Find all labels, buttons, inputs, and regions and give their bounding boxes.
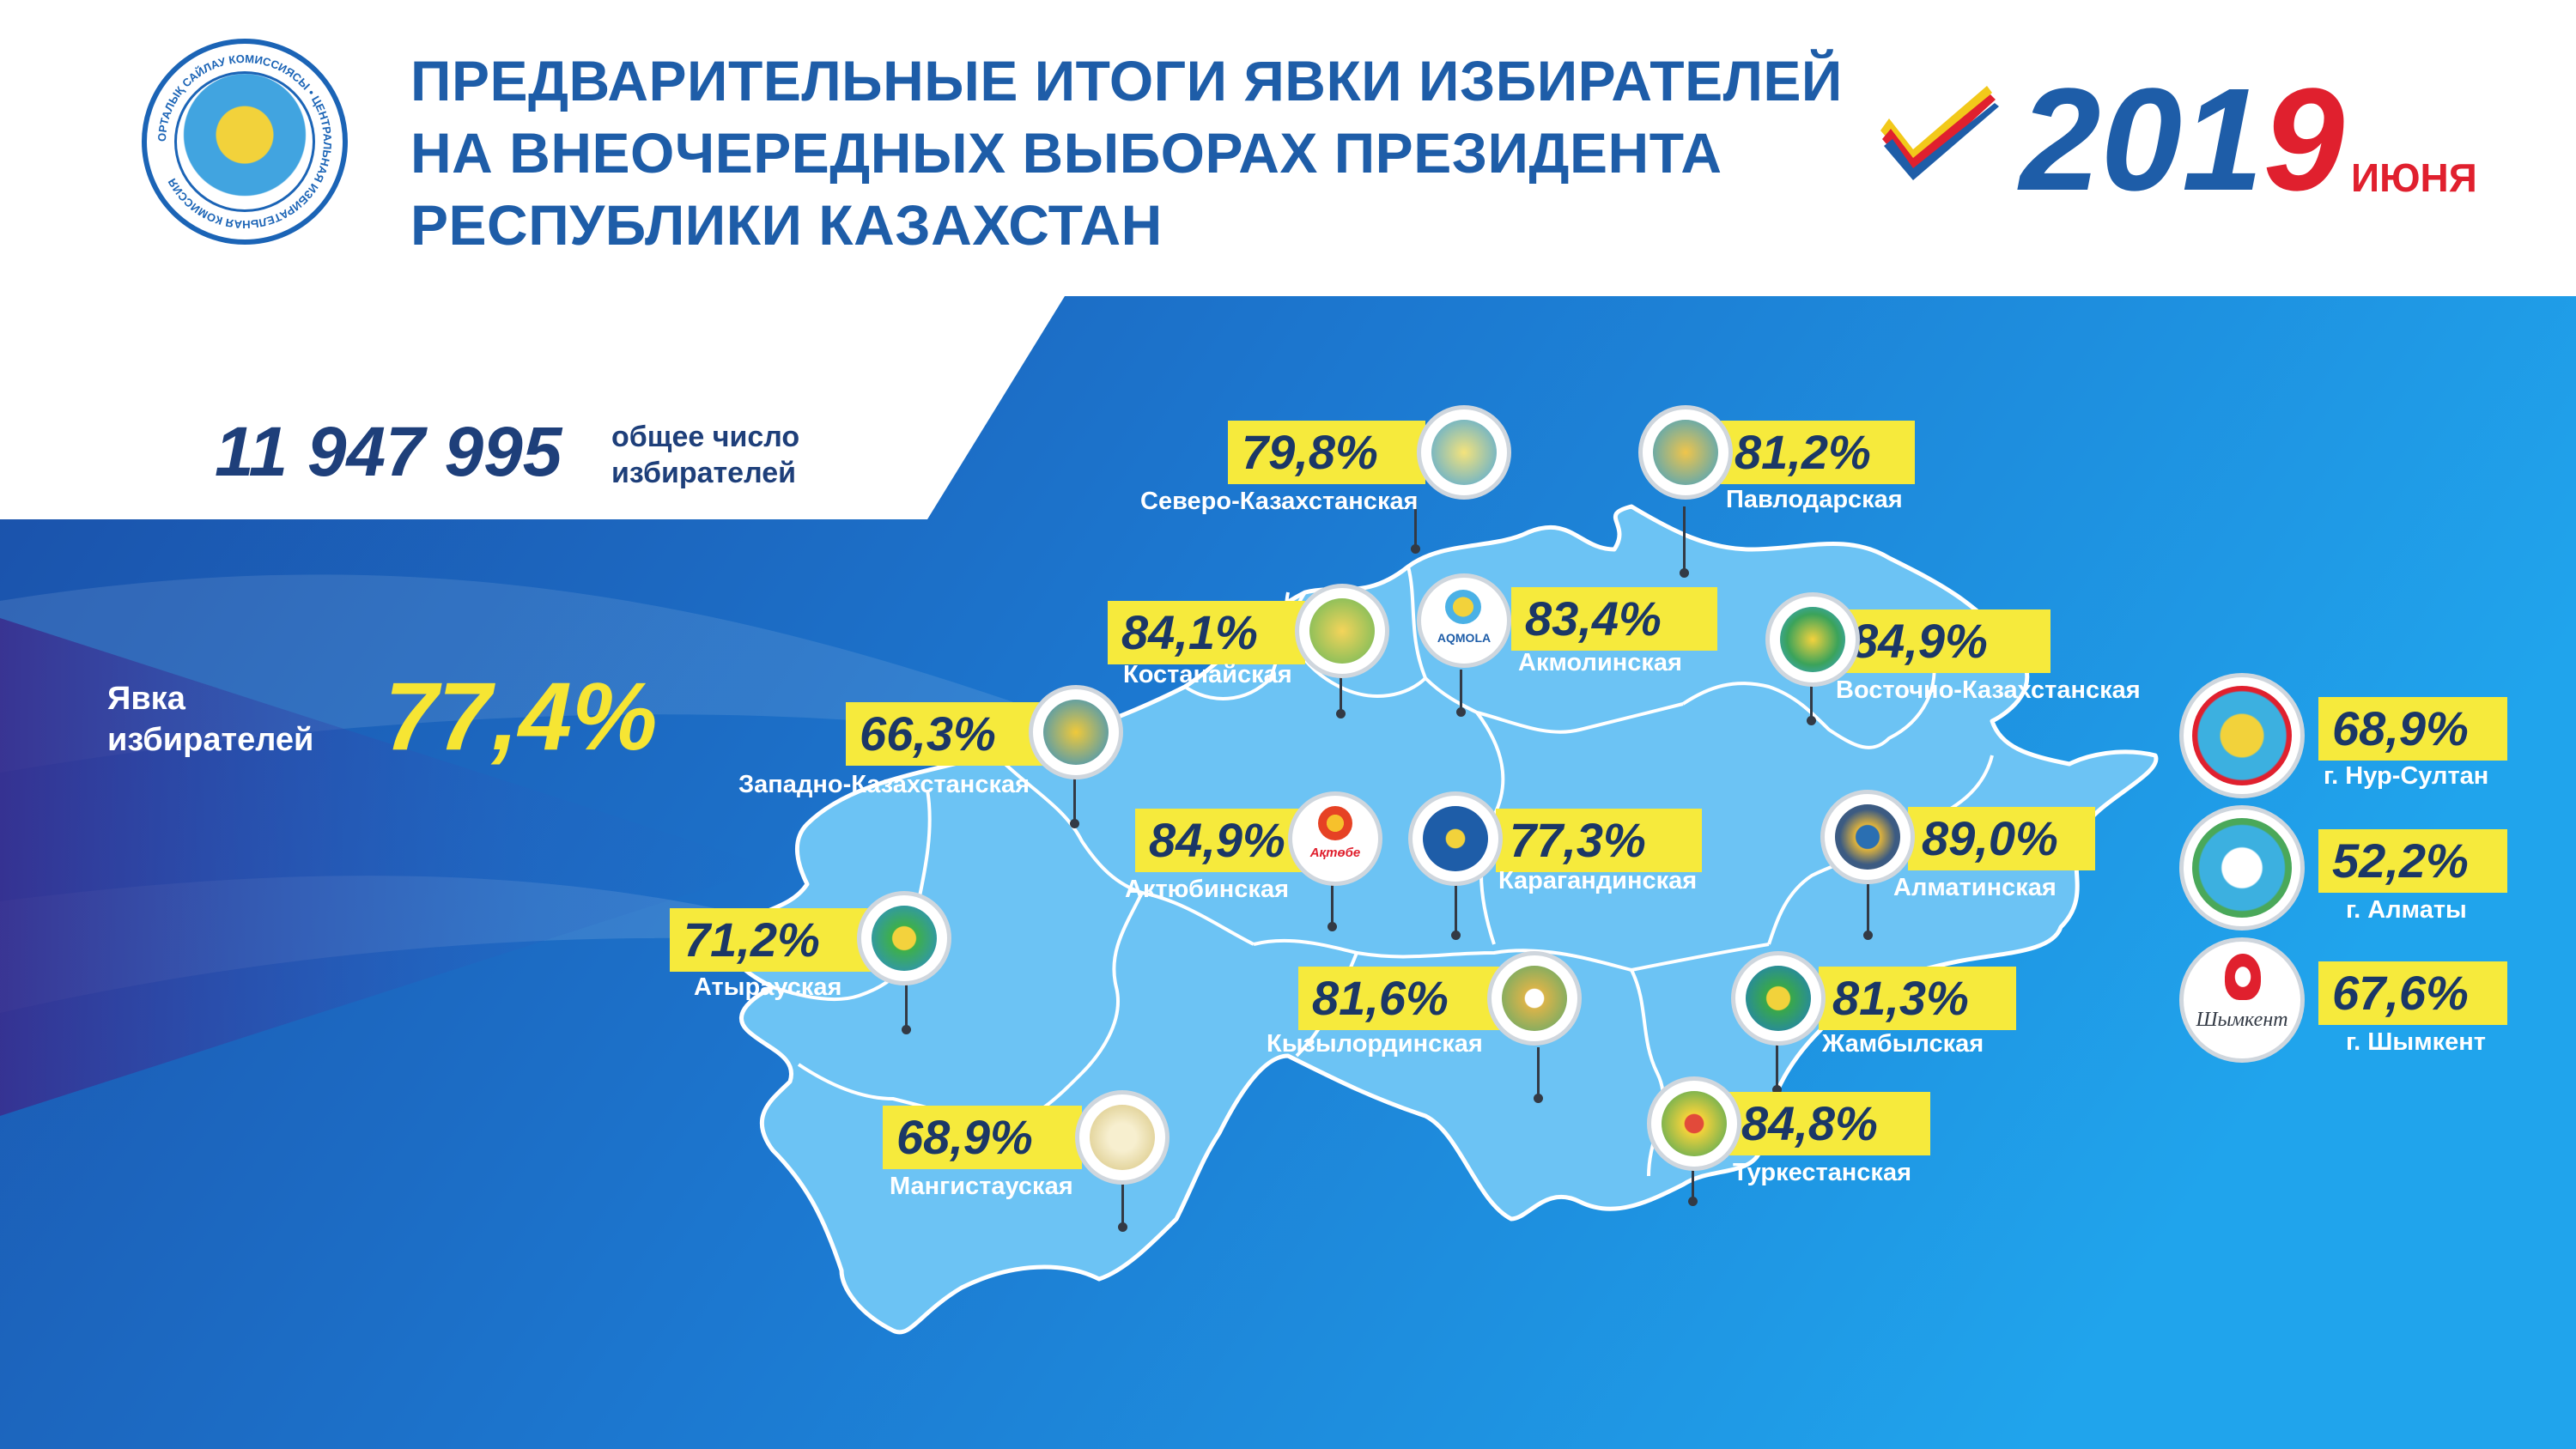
region-name: Туркестанская xyxy=(1733,1159,1911,1186)
region-pct: 81,6% xyxy=(1298,967,1499,1030)
region-name: Восточно-Казахстанская xyxy=(1836,676,2141,704)
region-name: Павлодарская xyxy=(1726,486,1903,513)
region-pct: 81,3% xyxy=(1819,967,2016,1030)
almaty-city-emblem-icon xyxy=(2179,805,2305,931)
region-pct: 84,1% xyxy=(1108,601,1305,664)
city-pct: 67,6% xyxy=(2318,961,2507,1025)
region-pct: 84,8% xyxy=(1728,1092,1930,1155)
total-voters-label: общее число избирателей xyxy=(611,421,800,489)
turnout-label: Явка избирателей xyxy=(107,681,314,758)
election-year: 2019 xyxy=(2020,58,2345,221)
mangystau-emblem-icon xyxy=(1075,1090,1170,1185)
kyzylorda-emblem-icon xyxy=(1487,951,1582,1046)
atyrau-emblem-icon xyxy=(857,891,951,985)
nur-sultan-emblem-icon xyxy=(2179,673,2305,798)
callout-pointer xyxy=(1534,1047,1543,1103)
callout-pointer xyxy=(1411,498,1420,554)
region-name: Северо-Казахстанская xyxy=(1140,488,1419,515)
region-name: Актюбинская xyxy=(1125,876,1289,903)
background-panel xyxy=(0,296,2576,1449)
akmola-emblem-icon: AQMOLA xyxy=(1417,573,1511,668)
seal-emblem xyxy=(174,71,315,212)
region-name: Атырауская xyxy=(694,973,842,1001)
callout-pointer xyxy=(1863,884,1873,940)
north-kazakhstan-emblem-icon xyxy=(1417,405,1511,500)
region-name: Карагандинская xyxy=(1498,867,1698,894)
callout-pointer xyxy=(1456,670,1466,717)
page-title: ПРЕДВАРИТЕЛЬНЫЕ ИТОГИ ЯВКИ ИЗБИРАТЕЛЕЙ Н… xyxy=(410,45,1870,261)
turkestan-emblem-icon xyxy=(1647,1076,1741,1171)
region-name: Акмолинская xyxy=(1518,649,1682,676)
cec-seal-logo: ОРТАЛЫҚ САЙЛАУ КОМИССИЯСЫ • ЦЕНТРАЛЬНАЯ … xyxy=(142,39,348,245)
shymkent-emblem-icon: Шымкент xyxy=(2179,937,2305,1063)
title-line-1: ПРЕДВАРИТЕЛЬНЫЕ ИТОГИ ЯВКИ ИЗБИРАТЕЛЕЙ xyxy=(410,49,1843,112)
aktobe-emblem-icon: Ақтөбе xyxy=(1288,791,1382,886)
total-voters-count: 11 947 995 xyxy=(215,413,562,491)
region-pct: 83,4% xyxy=(1511,587,1717,651)
city-name: г. Нур-Султан xyxy=(2324,762,2489,790)
callout-pointer xyxy=(1070,764,1079,828)
region-name: Костанайская xyxy=(1123,661,1292,688)
region-pct: 84,9% xyxy=(1838,609,2050,673)
east-kazakhstan-emblem-icon xyxy=(1765,592,1860,687)
title-line-3: РЕСПУБЛИКИ КАЗАХСТАН xyxy=(410,193,1163,257)
callout-pointer xyxy=(1336,661,1346,718)
region-name: Западно-Казахстанская xyxy=(738,771,1030,798)
callout-pointer xyxy=(1772,1039,1782,1094)
west-kazakhstan-emblem-icon xyxy=(1029,685,1123,779)
region-pct: 79,8% xyxy=(1228,421,1425,484)
header: ОРТАЛЫҚ САЙЛАУ КОМИССИЯСЫ • ЦЕНТРАЛЬНАЯ … xyxy=(0,0,2576,296)
callout-pointer xyxy=(1680,506,1689,578)
callout-pointer xyxy=(1807,678,1816,725)
region-name: Кызылординская xyxy=(1267,1030,1483,1058)
callout-pointer xyxy=(1327,867,1337,931)
turnout-value: 77,4% xyxy=(385,663,658,770)
callout-pointer xyxy=(1118,1176,1127,1232)
region-pct: 66,3% xyxy=(846,702,1043,766)
city-pct: 68,9% xyxy=(2318,697,2507,761)
region-pct: 71,2% xyxy=(670,908,876,972)
region-name: Мангистауская xyxy=(890,1173,1073,1200)
callout-pointer xyxy=(1451,884,1461,940)
zhambyl-emblem-icon xyxy=(1731,951,1826,1046)
almaty-oblast-emblem-icon xyxy=(1820,790,1915,884)
kostanay-emblem-icon xyxy=(1295,584,1389,678)
karaganda-emblem-icon xyxy=(1408,791,1503,886)
region-name: Жамбылская xyxy=(1822,1030,1984,1058)
region-pct: 77,3% xyxy=(1496,809,1702,872)
election-checkmark-icon xyxy=(1880,86,1999,180)
pavlodar-emblem-icon xyxy=(1638,405,1733,500)
city-name: г. Алматы xyxy=(2346,896,2467,924)
callout-pointer xyxy=(1688,1159,1698,1206)
city-name: г. Шымкент xyxy=(2346,1028,2487,1056)
election-month: ИЮНЯ xyxy=(2351,155,2477,200)
callout-pointer xyxy=(902,979,911,1034)
city-pct: 52,2% xyxy=(2318,829,2507,893)
region-pct: 81,2% xyxy=(1721,421,1915,484)
region-name: Алматинская xyxy=(1893,874,2057,901)
title-line-2: НА ВНЕОЧЕРЕДНЫХ ВЫБОРАХ ПРЕЗИДЕНТА xyxy=(410,121,1722,185)
region-pct: 68,9% xyxy=(883,1106,1082,1169)
region-pct: 89,0% xyxy=(1908,807,2095,870)
